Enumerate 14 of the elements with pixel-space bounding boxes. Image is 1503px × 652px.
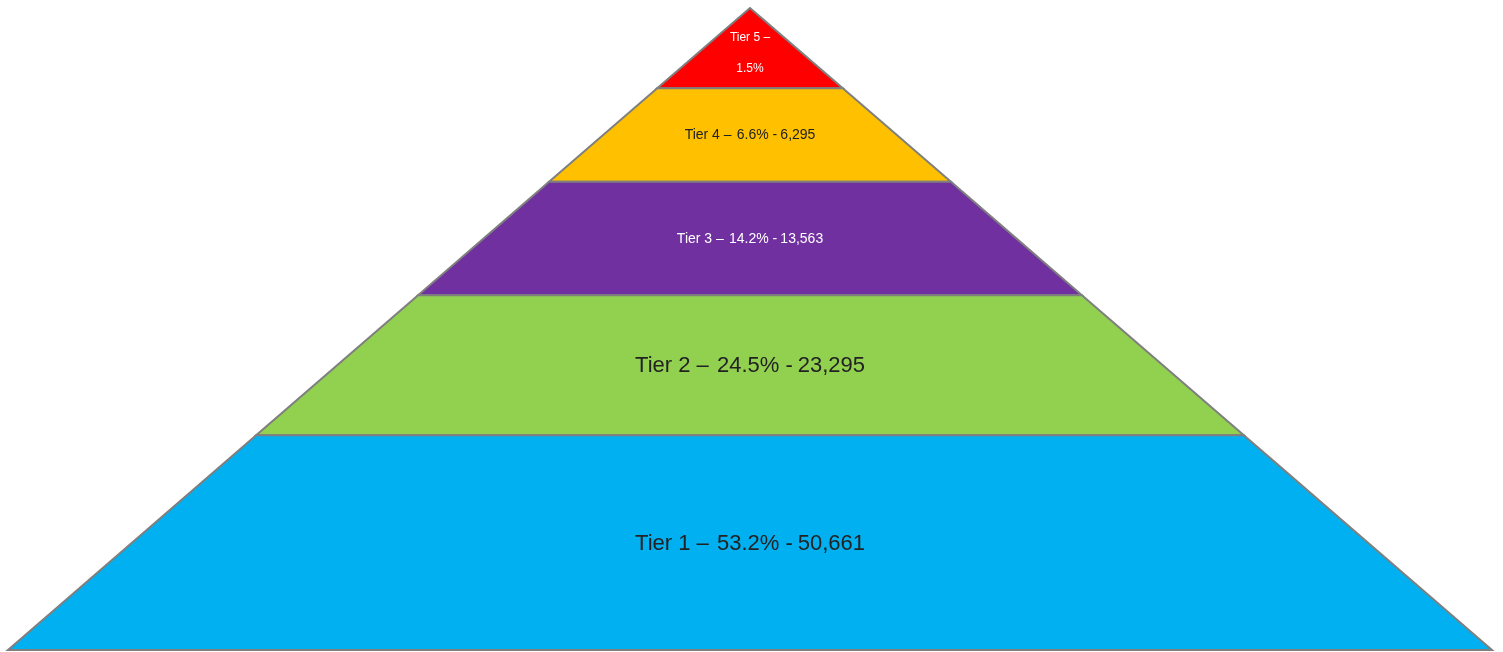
text: 50,661 (797, 529, 865, 555)
data-label: 1.5% (736, 60, 764, 75)
category-label: Tier 1 – (635, 529, 710, 555)
data-label: 24.5% - (716, 352, 793, 378)
data-label: 14.2% - (728, 229, 778, 246)
text: 13,563 (780, 229, 824, 246)
category-label: Tier 2 – (635, 352, 710, 378)
data-label: 6.6% - (736, 126, 778, 143)
category-label: Tier 5 – (729, 29, 771, 44)
text: 23,295 (797, 352, 865, 378)
category-label: Tier 4 – (684, 126, 732, 143)
data-label: 53.2% - (716, 529, 793, 555)
text: 6,295 (780, 126, 816, 143)
category-label: Tier 3 – (676, 229, 724, 246)
